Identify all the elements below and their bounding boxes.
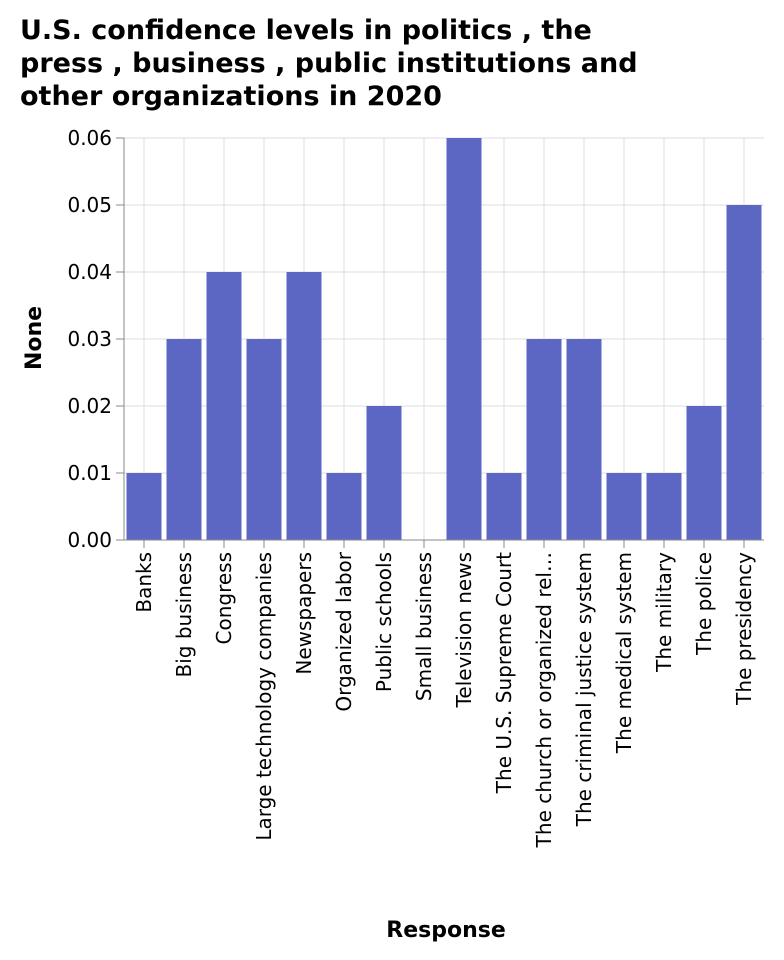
x-tick-label: Television news — [452, 552, 476, 708]
bar — [126, 473, 162, 540]
x-tick-label: Organized labor — [332, 551, 356, 711]
bar — [366, 406, 402, 540]
x-tick-label: The criminal justice system — [572, 552, 596, 827]
x-tick-label: The presidency — [732, 552, 756, 706]
x-tick-label: Large technology companies — [252, 552, 276, 841]
x-tick-label: The military — [652, 552, 676, 673]
y-tick-label: 0.04 — [67, 260, 112, 284]
y-tick-label: 0.01 — [67, 461, 112, 485]
y-tick-label: 0.05 — [67, 193, 112, 217]
x-tick-labels: Banks Big business Congress Large technolog… — [132, 551, 756, 848]
y-axis-title: None — [22, 306, 47, 370]
y-tick-label: 0.06 — [67, 126, 112, 150]
bar — [286, 272, 322, 540]
x-axis-title: Response — [386, 918, 506, 943]
axes — [116, 137, 764, 548]
x-tick-label: Public schools — [372, 552, 396, 692]
bar — [526, 339, 562, 540]
chart-title-line-3: other organizations in 2020 — [20, 81, 442, 112]
bar — [486, 473, 522, 540]
x-tick-label: The police — [692, 552, 716, 656]
x-tick-label: Newspapers — [292, 552, 316, 675]
y-tick-labels: 0.00 0.01 0.02 0.03 0.04 0.05 0.06 — [67, 126, 112, 552]
x-tick-label: The medical system — [612, 552, 636, 754]
bar — [246, 339, 282, 540]
y-tick-label: 0.00 — [67, 528, 112, 552]
chart-title-line-1: U.S. confidence levels in politics , the — [20, 15, 592, 46]
bar — [446, 138, 482, 540]
chart-title-line-2: press , business , public institutions a… — [20, 48, 638, 79]
y-tick-label: 0.02 — [67, 394, 112, 418]
bar — [566, 339, 602, 540]
x-tick-label: Small business — [412, 552, 436, 701]
x-tick-label: Big business — [172, 552, 196, 678]
x-tick-label: The U.S. Supreme Court — [492, 552, 516, 794]
bar — [646, 473, 682, 540]
x-tick-label: Banks — [132, 552, 156, 613]
bar — [166, 339, 202, 540]
chart-title: U.S. confidence levels in politics , the… — [20, 14, 760, 113]
bar — [326, 473, 362, 540]
bar — [606, 473, 642, 540]
bar — [206, 272, 242, 540]
bar — [726, 205, 762, 540]
bars — [126, 138, 762, 540]
y-tick-label: 0.03 — [67, 327, 112, 351]
bar — [686, 406, 722, 540]
x-tick-label: Congress — [212, 552, 236, 645]
x-tick-label: The church or organized rel… — [532, 552, 556, 848]
